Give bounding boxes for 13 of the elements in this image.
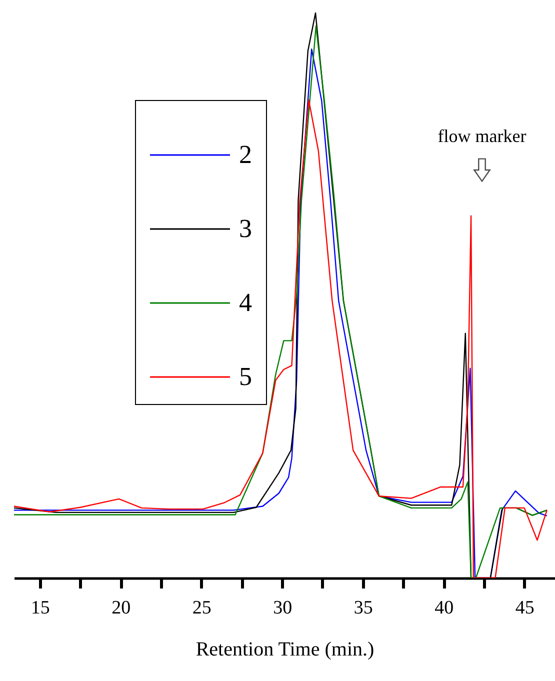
legend-label: 2 (239, 140, 252, 169)
x-tick-label: 35 (354, 598, 373, 618)
x-tick-label: 40 (434, 598, 454, 618)
x-tick-label: 25 (192, 598, 212, 618)
annotation: flow marker (438, 126, 526, 146)
x-tick-label: 45 (515, 598, 534, 618)
x-tick-label: 20 (112, 598, 131, 618)
x-axis-title: Retention Time (min.) (196, 638, 374, 660)
legend-label: 5 (239, 362, 252, 391)
x-tick-label: 30 (273, 598, 292, 618)
legend-label: 3 (239, 214, 252, 243)
legend-label: 4 (239, 288, 252, 317)
x-tick-label: 15 (30, 598, 50, 618)
